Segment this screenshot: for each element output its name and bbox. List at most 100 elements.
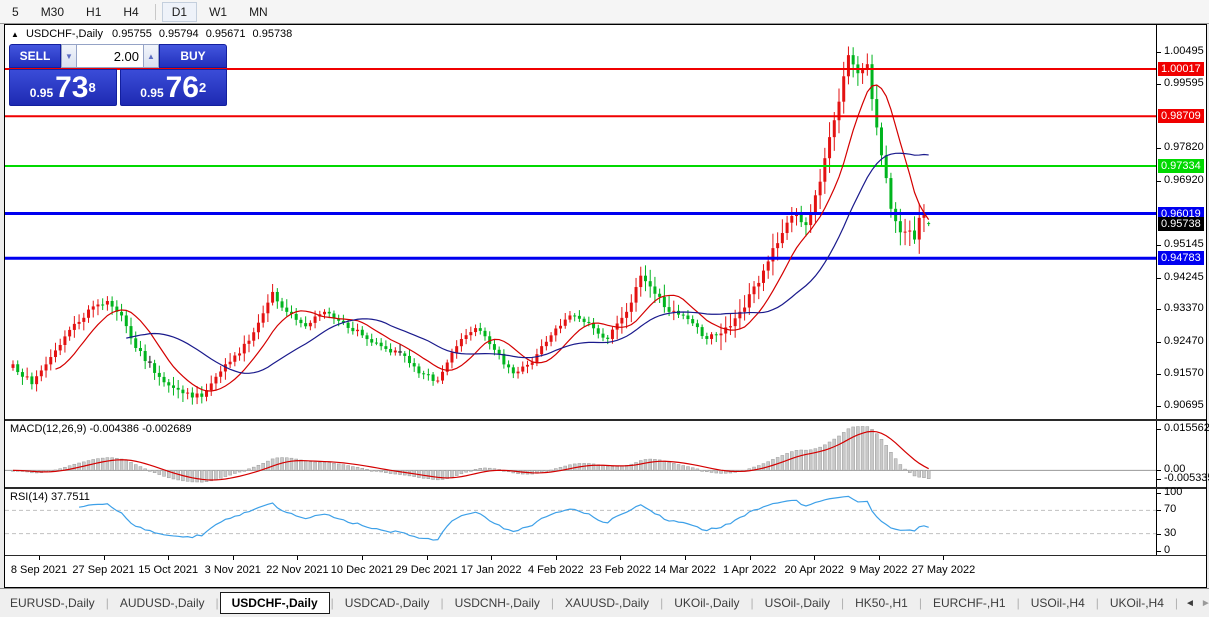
chart-tab-usoil-daily[interactable]: USOil-,Daily [764,596,830,610]
chart-tab-audusd-daily[interactable]: AUDUSD-,Daily [119,596,205,610]
timeframe-button-d1[interactable]: D1 [161,1,198,22]
candlestick-chart[interactable]: ▲ USDCHF-,Daily 0.95755 0.95794 0.95671 … [5,25,1156,419]
collapse-panel-icon[interactable]: ▲ [11,30,19,39]
chart-tab-usdchf-daily[interactable]: USDCHF-,Daily [219,592,330,614]
volume-increase-button[interactable]: ▲ [143,44,159,68]
buy-price-sup: 2 [199,80,207,95]
scale-tick-label: 0.00 [1164,463,1186,476]
tab-separator: | [841,596,845,610]
rsi-scale[interactable]: 100 70 30 0 [1156,486,1206,556]
volume-decrease-button[interactable]: ▼ [61,44,77,68]
sell-price-box[interactable]: 0.95 73 8 [9,69,117,106]
scale-tick-label: 1.00495 [1164,44,1204,57]
sell-price-prefix: 0.95 [29,86,54,100]
pane-separator[interactable] [5,419,1206,421]
date-tick-label: 17 Jan 2022 [460,564,522,576]
quote-header: ▲ USDCHF-,Daily 0.95755 0.95794 0.95671 … [11,28,296,40]
pane-separator[interactable] [5,487,1206,489]
scale-tick-label: 0.92470 [1164,334,1204,347]
chart-tab-hk50-h1[interactable]: HK50-,H1 [855,596,908,610]
scale-tick-mark [1157,470,1161,472]
price-scale[interactable]: 1.00495 0.99595 0.97820 0.96920 0.95145 0.942… [1156,25,1206,419]
scale-tick-mark [1157,479,1161,480]
scale-tick-mark [1157,406,1161,408]
buy-button[interactable]: BUY [159,44,227,68]
date-tick-label: 10 Dec 2021 [330,564,394,576]
timeframe-button-m30[interactable]: M30 [40,4,65,19]
macd-chart[interactable]: MACD(12,26,9) -0.004386 -0.002689 [5,421,1156,487]
tab-separator: | [1016,596,1020,610]
chart-tab-usoil-h4[interactable]: USOil-,H4 [1030,596,1085,610]
buy-price-box[interactable]: 0.95 76 2 [119,69,227,106]
toolbar-separator [154,3,156,20]
date-tick-label: 8 Sep 2021 [10,564,68,576]
timeframe-toolbar: 5 M30 H1 H4 D1 W1 MN [0,0,1209,24]
chart-tab-ukoil-daily[interactable]: UKOil-,Daily [674,596,740,610]
rsi-pane: RSI(14) 37.7511 100 70 30 0 [5,486,1206,556]
chart-tab-eurchf-h1[interactable]: EURCHF-,H1 [932,596,1006,610]
tab-scroll-right-icon[interactable]: ► [1200,597,1209,609]
quote-close: 0.95738 [252,28,293,40]
scale-tick-mark [1157,245,1161,247]
date-tick-label: 23 Feb 2022 [589,564,652,576]
tab-separator: | [215,596,219,610]
volume-input[interactable] [77,44,143,68]
date-tick-label: 14 Mar 2022 [654,564,716,576]
level-price-badge: 1.00017 [1158,62,1204,76]
date-tick-mark [685,556,686,560]
date-tick-label: 27 Sep 2021 [72,564,135,576]
quote-low: 0.95671 [205,28,246,40]
timeframe-button-h4[interactable]: H4 [123,4,139,19]
scale-tick-label: 0.015562 [1164,422,1209,434]
tab-scroll-controls: | ◄ ► [1174,596,1209,610]
macd-plot-svg[interactable] [5,421,1156,487]
tab-scroll-left-icon[interactable]: ◄ [1185,597,1195,609]
macd-scale[interactable]: 0.015562 0.00 -0.005335 [1156,421,1209,487]
date-axis[interactable]: 8 Sep 2021 27 Sep 2021 15 Oct 2021 3 Nov 20… [5,556,1206,587]
sell-price-big: 73 [55,71,89,104]
scale-tick-mark [1157,148,1161,150]
tab-separator: | [1095,596,1099,610]
chart-tab-ukoil-h4[interactable]: UKOil-,H4 [1109,596,1164,610]
sell-button[interactable]: SELL [9,44,61,68]
chart-tab-usdcnh-daily[interactable]: USDCNH-,Daily [454,596,540,610]
scale-tick-mark [1157,51,1161,53]
rsi-chart[interactable]: RSI(14) 37.7511 [5,489,1156,555]
date-tick-mark [39,556,40,560]
tab-separator: | [440,596,444,610]
scale-tick-label: 30 [1164,526,1177,539]
price-plot-svg[interactable] [5,25,1156,419]
date-tick-mark [232,556,234,560]
scale-tick-label: 0.91570 [1164,367,1204,380]
date-tick-label: 3 Nov 2021 [204,564,261,576]
one-click-trading-panel: SELL ▼ ▲ BUY 0.95 73 8 0.95 76 2 [9,44,227,106]
timeframe-button-5[interactable]: 5 [12,4,19,19]
timeframe-button-h1[interactable]: H1 [86,4,102,19]
date-tick-mark [749,556,751,560]
scale-tick-mark [1157,341,1161,343]
tab-separator: | [918,596,922,610]
date-tick-label: 1 Apr 2022 [722,564,777,576]
date-tick-label: 29 Dec 2021 [395,564,458,576]
scale-tick-label: 0.97820 [1164,141,1204,154]
date-tick-mark [555,556,557,560]
macd-pane: MACD(12,26,9) -0.004386 -0.002689 0.0155… [5,421,1209,487]
level-price-badge: 0.98709 [1158,109,1204,124]
timeframe-button-w1[interactable]: W1 [209,4,228,19]
timeframe-button-mn[interactable]: MN [249,4,268,19]
scale-tick-label: 0.94245 [1164,270,1204,283]
chart-tab-xauusd-daily[interactable]: XAUUSD-,Daily [565,596,650,610]
date-tick-label: 27 May 2022 [911,564,976,576]
chart-tab-eurusd-daily[interactable]: EURUSD-,Daily [10,596,95,610]
date-tick-mark [168,556,170,560]
rsi-plot-svg[interactable] [5,489,1156,555]
date-tick-mark [362,556,363,560]
scale-tick-mark [1157,510,1161,512]
date-tick-mark [103,556,105,560]
chart-tab-usdcad-daily[interactable]: USDCAD-,Daily [344,596,430,610]
date-tick-label: 20 Apr 2022 [784,564,844,576]
level-price-badge: 0.94783 [1158,251,1204,266]
chart-window: ▲ USDCHF-,Daily 0.95755 0.95794 0.95671 … [4,24,1209,588]
quote-high: 0.95794 [158,28,199,40]
